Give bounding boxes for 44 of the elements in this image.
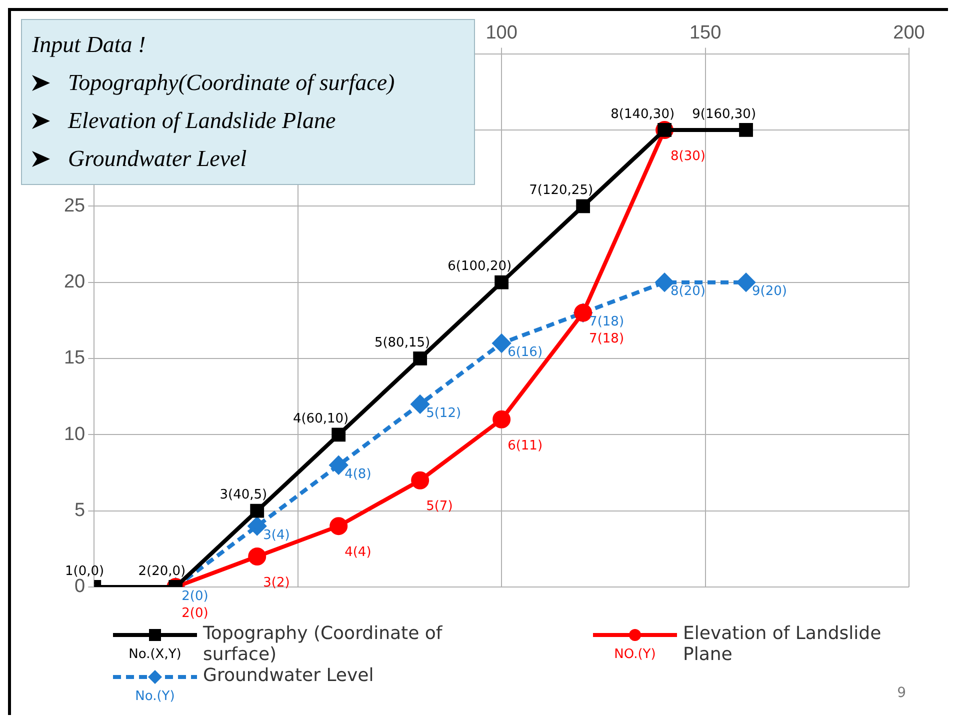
annotation: Elevation of Landslide Plane	[68, 107, 336, 135]
data-label: 9(20)	[752, 284, 787, 300]
y-tick-label: 0	[74, 576, 86, 598]
legend-label: Topography (Coordinate of surface)	[203, 623, 443, 665]
annotation: 9(160,30)	[692, 106, 756, 122]
text: NO.(Y)	[614, 647, 656, 662]
x-tick-label: 200	[893, 22, 925, 44]
data-label: 4(8)	[344, 467, 372, 482]
data-label: 8(20)	[670, 284, 706, 300]
annotation: 3(40,5)	[220, 488, 268, 503]
data-label: 8(30)	[670, 148, 706, 164]
data-label: 7(18)	[589, 314, 624, 330]
annotation: Groundwater Level	[68, 145, 247, 173]
annotation: 2(20,0)	[138, 564, 186, 579]
data-label: 3(4)	[263, 528, 290, 543]
text: No.(Y)	[135, 689, 175, 704]
text: 9	[897, 685, 906, 701]
data-label: 6(16)	[508, 345, 543, 360]
annotation: 7(120,25)	[529, 183, 594, 198]
data-label: 2(0)	[182, 606, 208, 621]
data-label: 2(0)	[182, 588, 208, 604]
annotation: 5(80,15)	[374, 335, 430, 350]
text: No.(X,Y)	[128, 647, 182, 662]
y-tick-label: 20	[64, 272, 86, 293]
annotation: 4(60,10)	[292, 412, 349, 427]
legend-label: Groundwater Level	[203, 665, 375, 686]
legend-label: Elevation of Landslide Plane	[683, 623, 882, 665]
annotation: 8(140,30)	[610, 106, 675, 122]
annotation: 6(100,20)	[448, 259, 512, 274]
x-tick-label: 100	[486, 22, 518, 44]
y-tick-label: 25	[64, 195, 86, 216]
data-label: 7(18)	[589, 332, 624, 347]
annotation: Input Data !	[32, 31, 147, 59]
y-tick-label: 10	[64, 424, 86, 445]
x-tick-label: 150	[689, 22, 722, 44]
annotation: Topography(Coordinate of surface)	[68, 69, 395, 97]
data-label: 6(11)	[508, 438, 543, 454]
data-label: 5(7)	[426, 499, 453, 514]
data-label: 4(4)	[344, 544, 372, 560]
data-label: 5(12)	[426, 406, 462, 422]
y-tick-label: 15	[64, 348, 86, 369]
y-tick-label: 5	[74, 500, 86, 522]
annotation: 1(0,0)	[65, 564, 104, 579]
data-label: 3(2)	[263, 575, 290, 590]
